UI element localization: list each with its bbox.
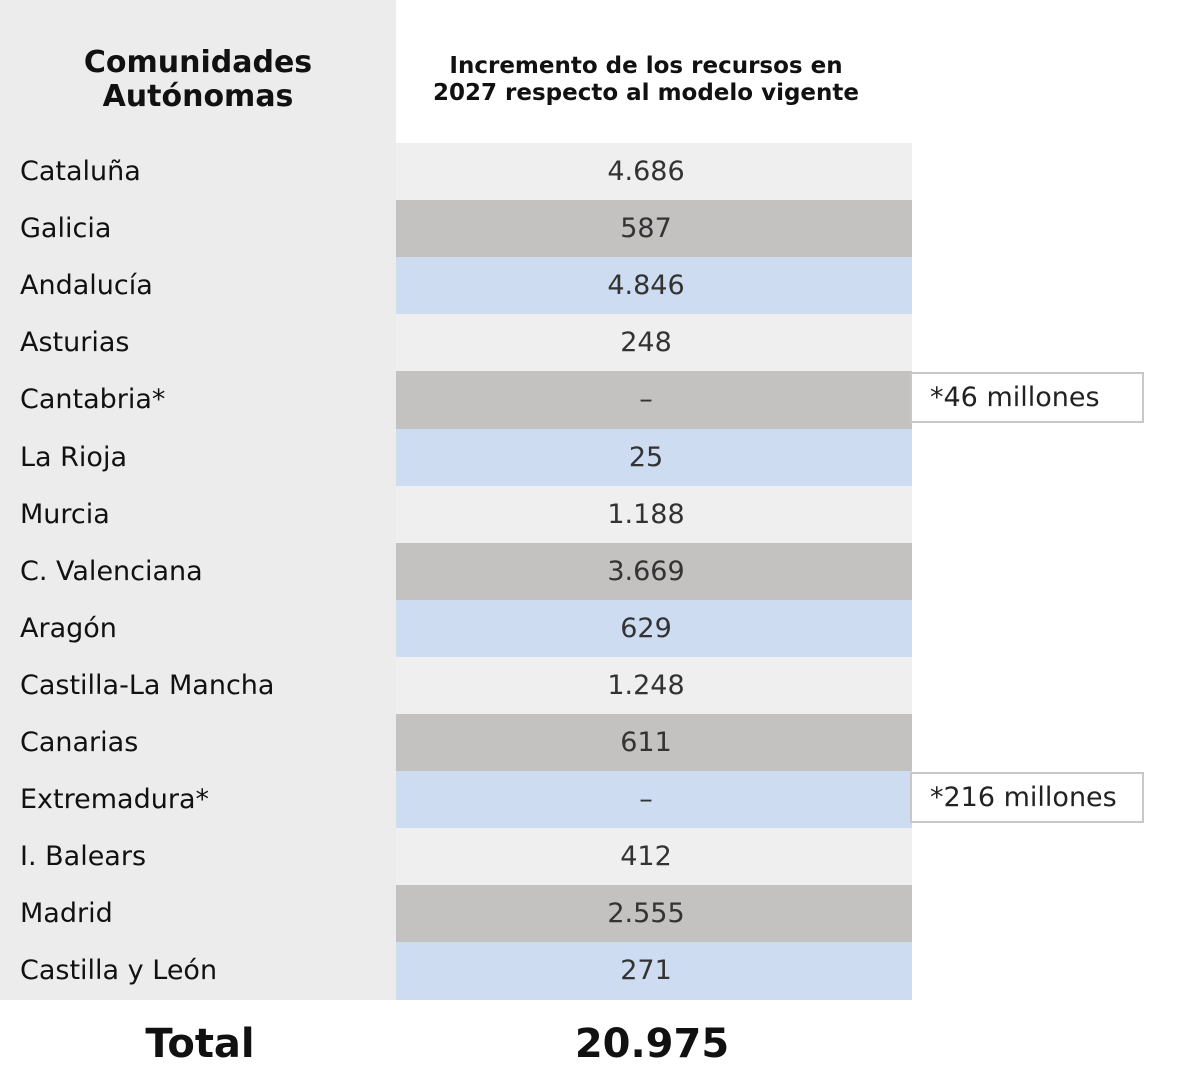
row-bg xyxy=(396,942,912,1000)
row-bg xyxy=(396,428,912,487)
row-name: Galicia xyxy=(20,213,112,245)
row-value: 271 xyxy=(620,955,672,987)
row-value: 248 xyxy=(620,327,672,359)
row-value: 611 xyxy=(620,727,672,759)
header-col1: Comunidades Autónomas xyxy=(83,45,313,114)
row-name: Extremadura* xyxy=(20,784,209,816)
row-bg xyxy=(396,599,912,658)
row-name: Murcia xyxy=(20,498,110,530)
row-value: 1.248 xyxy=(607,669,685,701)
row-name: Castilla-La Mancha xyxy=(20,669,275,701)
row-value: 412 xyxy=(620,841,672,873)
row-value: – xyxy=(639,384,653,416)
row-bg xyxy=(396,257,912,315)
row-name: Castilla y León xyxy=(20,955,218,987)
row-bg xyxy=(396,542,912,601)
row-bg xyxy=(396,656,912,715)
row-value: 25 xyxy=(628,441,664,473)
row-name: I. Balears xyxy=(20,841,147,873)
row-name: Cantabria* xyxy=(20,384,166,416)
left-column-bg xyxy=(0,0,396,1000)
total-value: 20.975 xyxy=(574,1020,730,1067)
row-bg xyxy=(396,143,912,201)
row-value: 3.669 xyxy=(607,555,685,587)
row-value: 1.188 xyxy=(607,498,685,530)
row-value: 629 xyxy=(620,612,672,644)
row-name: La Rioja xyxy=(20,441,127,473)
row-name: Aragón xyxy=(20,612,117,644)
row-name: C. Valenciana xyxy=(20,555,203,587)
row-name: Madrid xyxy=(20,898,113,930)
row-bg xyxy=(396,714,912,772)
row-value: 2.555 xyxy=(607,898,685,930)
header-col2: Incremento de los recursos en 2027 respe… xyxy=(433,53,859,106)
row-value: 4.686 xyxy=(607,156,685,188)
row-name: Canarias xyxy=(20,727,139,759)
row-bg xyxy=(396,885,912,943)
row-bg xyxy=(396,771,912,829)
row-bg xyxy=(396,371,912,429)
row-bg xyxy=(396,314,912,372)
total-label: Total xyxy=(145,1020,255,1067)
row-value: 587 xyxy=(620,213,672,245)
row-note: *216 millones xyxy=(910,772,1144,824)
row-name: Andalucía xyxy=(20,270,153,302)
row-name: Cataluña xyxy=(20,156,141,188)
row-bg xyxy=(396,485,912,544)
row-bg xyxy=(396,828,912,886)
row-bg xyxy=(396,200,912,258)
row-value: 4.846 xyxy=(607,270,685,302)
row-note: *46 millones xyxy=(910,372,1144,424)
row-name: Asturias xyxy=(20,327,130,359)
row-value: – xyxy=(639,784,653,816)
